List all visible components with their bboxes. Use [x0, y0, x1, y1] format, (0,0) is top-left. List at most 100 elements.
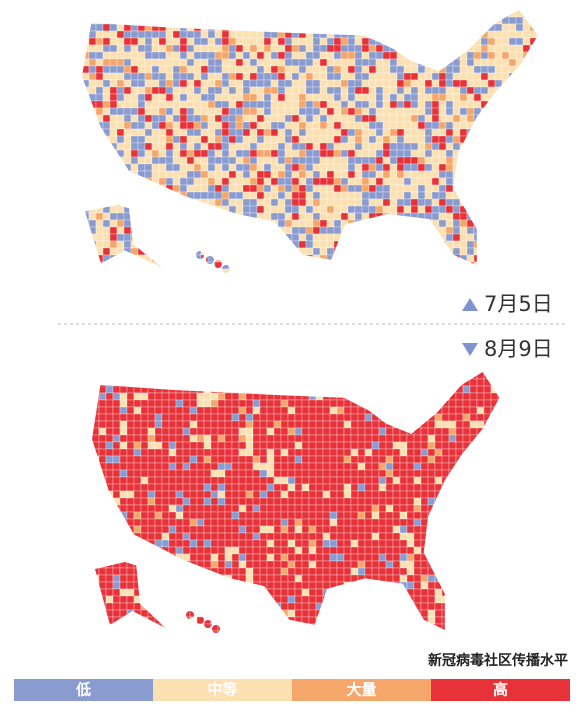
county-cell	[497, 518, 500, 527]
county-cell	[242, 10, 251, 18]
county-cell	[375, 212, 384, 221]
county-cell	[109, 226, 118, 235]
county-cell	[347, 198, 356, 207]
county-cell	[301, 546, 310, 555]
county-cell	[427, 567, 436, 576]
county-cell	[203, 511, 212, 520]
county-cell	[399, 553, 408, 562]
county-cell	[326, 128, 335, 137]
county-cell	[280, 399, 289, 408]
county-cell	[371, 567, 380, 576]
county-cell	[228, 191, 237, 200]
county-cell	[119, 581, 128, 590]
county-cell	[420, 476, 429, 485]
county-cell	[256, 163, 265, 172]
county-cell	[396, 30, 405, 39]
county-cell	[312, 128, 321, 137]
county-cell	[410, 121, 419, 130]
county-cell	[210, 490, 219, 499]
county-cell	[194, 304, 201, 311]
county-cell	[245, 539, 254, 548]
county-cell	[189, 553, 198, 562]
county-cell	[497, 525, 500, 534]
county-cell	[245, 532, 254, 541]
county-cell	[431, 240, 440, 249]
county-cell	[168, 420, 177, 429]
county-cell	[448, 504, 457, 513]
county-cell	[92, 560, 100, 569]
county-cell	[413, 560, 422, 569]
county-cell	[168, 518, 177, 527]
county-cell	[378, 427, 387, 436]
county-cell	[152, 276, 159, 283]
county-cell	[515, 23, 524, 32]
county-cell	[116, 149, 125, 158]
county-cell	[448, 518, 457, 527]
county-cell	[329, 497, 338, 506]
county-cell	[480, 121, 489, 130]
county-cell	[109, 135, 118, 144]
county-cell	[175, 581, 184, 590]
county-cell	[453, 297, 460, 304]
county-cell	[238, 469, 247, 478]
county-cell	[536, 100, 538, 109]
county-cell	[252, 525, 261, 534]
county-cell	[82, 170, 90, 179]
county-cell	[357, 413, 366, 422]
county-cell	[446, 304, 453, 311]
county-cell	[350, 518, 359, 527]
county-cell	[221, 149, 230, 158]
county-cell	[284, 65, 293, 74]
county-cell	[427, 385, 436, 394]
county-cell	[154, 546, 163, 555]
county-cell	[109, 142, 118, 151]
county-cell	[473, 261, 482, 270]
county-cell	[544, 59, 551, 66]
county-cell	[140, 532, 149, 541]
county-cell	[82, 10, 90, 18]
county-cell	[522, 121, 531, 130]
county-cell	[105, 539, 114, 548]
county-cell	[259, 539, 268, 548]
county-cell	[193, 44, 202, 53]
county-cell	[413, 539, 422, 548]
county-cell	[522, 135, 531, 144]
county-cell	[123, 37, 132, 46]
county-cell	[154, 448, 163, 457]
county-cell	[179, 142, 188, 151]
county-cell	[410, 177, 419, 186]
county-cell	[410, 44, 419, 53]
county-cell	[208, 297, 215, 304]
county-cell	[179, 86, 188, 95]
county-cell	[392, 372, 401, 380]
county-cell	[138, 283, 145, 290]
county-cell	[368, 233, 377, 242]
county-cell	[207, 128, 216, 137]
county-cell	[305, 107, 314, 116]
county-cell	[446, 290, 453, 297]
county-cell	[497, 539, 500, 548]
county-cell	[340, 44, 349, 53]
county-cell	[82, 311, 89, 318]
county-cell	[201, 283, 208, 290]
county-cell	[140, 574, 149, 583]
county-cell	[210, 455, 219, 464]
county-cell	[389, 23, 398, 32]
county-cell	[266, 372, 275, 380]
county-cell	[361, 72, 370, 81]
county-cell	[501, 156, 510, 165]
county-cell	[109, 79, 118, 88]
county-cell	[438, 184, 447, 193]
county-cell	[180, 304, 187, 311]
county-cell	[424, 128, 433, 137]
county-cell	[252, 553, 261, 562]
county-cell	[333, 37, 342, 46]
county-cell	[462, 455, 471, 464]
county-cell	[522, 128, 531, 137]
county-cell	[434, 385, 443, 394]
county-cell	[413, 448, 422, 457]
county-cell	[340, 261, 349, 270]
county-cell	[151, 191, 160, 200]
county-cell	[473, 128, 482, 137]
county-cell	[336, 392, 345, 401]
